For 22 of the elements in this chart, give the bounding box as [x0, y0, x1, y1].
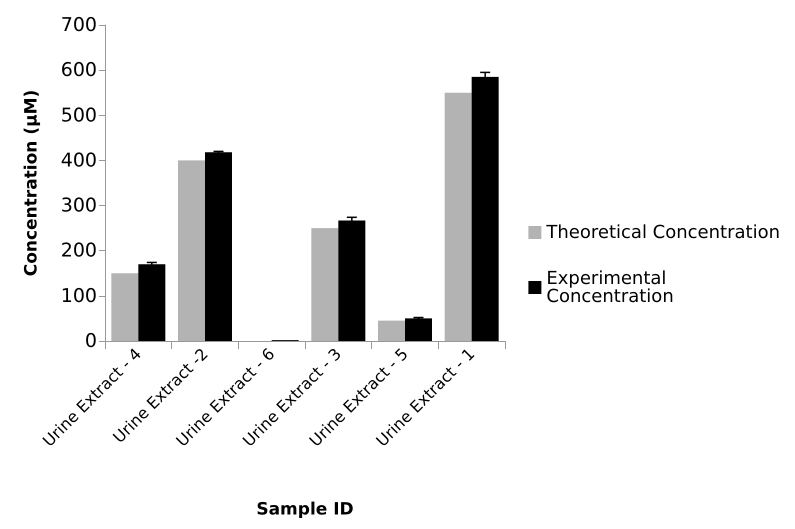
y-axis-title: Concentration (μM) — [22, 90, 42, 276]
bar — [311, 228, 338, 341]
y-tick-label: 0 — [84, 330, 97, 352]
y-tick-label: 200 — [60, 240, 97, 262]
bar — [111, 273, 138, 341]
legend-label: Theoretical Concentration — [545, 222, 780, 243]
bar — [178, 160, 205, 341]
y-tick-label: 400 — [60, 149, 97, 172]
y-tick-label: 300 — [60, 194, 97, 217]
y-tick-label: 500 — [60, 104, 97, 126]
bar — [472, 76, 499, 341]
bar — [205, 152, 232, 341]
x-axis-title: Sample ID — [256, 500, 354, 520]
y-tick-label: 100 — [60, 284, 97, 307]
y-tick-label: 600 — [60, 59, 97, 82]
bar — [138, 264, 166, 341]
bar — [378, 320, 405, 341]
bar — [338, 220, 366, 341]
y-tick-label: 700 — [60, 14, 97, 36]
bar — [444, 92, 472, 341]
legend-label: Experimental Concentration — [546, 268, 674, 307]
bar — [405, 318, 432, 341]
